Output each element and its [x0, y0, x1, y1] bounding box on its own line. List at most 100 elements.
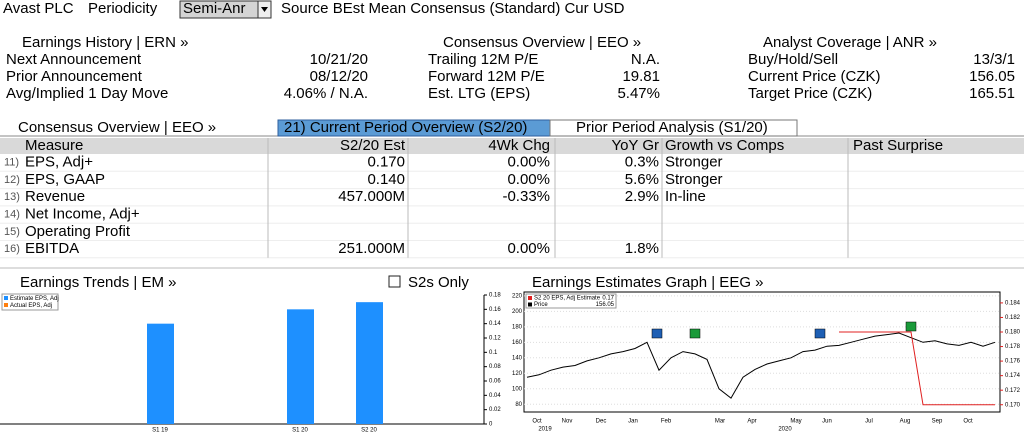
- cell: EBITDA: [25, 240, 79, 257]
- y2-tick-label: 0.180: [1005, 330, 1021, 336]
- cell: Revenue: [25, 188, 85, 205]
- event-icon[interactable]: [814, 328, 826, 339]
- label: Periodicity: [88, 0, 158, 17]
- cell: Net Income, Adj+: [25, 206, 140, 223]
- dropdown-value[interactable]: Semi-Anr: [183, 0, 246, 17]
- y2-tick-label: 0.172: [1005, 388, 1021, 394]
- field-label: Target Price (CZK): [748, 85, 872, 102]
- cell: Stronger: [665, 154, 723, 171]
- section-title[interactable]: Consensus Overview | EEO »: [443, 34, 641, 51]
- legend-box: [1, 293, 59, 311]
- event-icon[interactable]: [651, 328, 663, 339]
- y-tick-label: 0.06: [489, 379, 501, 385]
- cell: 457.000M: [338, 188, 405, 205]
- field-label: Avg/Implied 1 Day Move: [6, 85, 168, 102]
- y-tick-label: 0.12: [489, 336, 501, 342]
- checkbox[interactable]: [388, 275, 401, 288]
- cell: -0.33%: [502, 188, 550, 205]
- field-value: N.A.: [631, 51, 660, 68]
- field-label: Prior Announcement: [6, 68, 143, 85]
- cell: 1.8%: [625, 240, 659, 257]
- field-label: Forward 12M P/E: [428, 68, 545, 85]
- y-tick-label: 0.14: [489, 321, 501, 327]
- row-number: 14): [4, 208, 20, 220]
- field-value: 13/3/1: [973, 51, 1015, 68]
- field-label: Buy/Hold/Sell: [748, 51, 838, 68]
- cell: 0.00%: [507, 154, 550, 171]
- field-label: Trailing 12M P/E: [428, 51, 538, 68]
- legend-label: S2 20 EPS, Adj Estimate: [534, 296, 601, 302]
- cell: 0.170: [367, 154, 405, 171]
- tab-label[interactable]: Prior Period Analysis (S1/20): [576, 119, 768, 136]
- section-title[interactable]: Earnings Estimates Graph | EEG »: [532, 274, 764, 291]
- tab-label[interactable]: 21) Current Period Overview (S2/20): [284, 119, 527, 136]
- y-tick-label: 80: [515, 402, 522, 408]
- x-year-label: 2020: [778, 427, 792, 433]
- cell: 251.000M: [338, 240, 405, 257]
- field-value: 19.81: [622, 68, 660, 85]
- y2-tick-label: 0.170: [1005, 402, 1021, 408]
- x-tick-label: Oct: [963, 419, 973, 425]
- y-tick-label: 0.04: [489, 393, 501, 399]
- field-value: 10/21/20: [310, 51, 368, 68]
- y-tick-label: 180: [512, 324, 523, 330]
- y-tick-label: 160: [512, 340, 523, 346]
- cell: 2.9%: [625, 188, 659, 205]
- field-label: Next Announcement: [6, 51, 142, 68]
- section-title[interactable]: Analyst Coverage | ANR »: [763, 34, 937, 51]
- event-icon[interactable]: [905, 321, 917, 332]
- x-tick-label: S1 20: [292, 428, 308, 434]
- row-number: 16): [4, 243, 20, 255]
- bar: [287, 309, 314, 424]
- checkbox-label[interactable]: S2s Only: [408, 274, 469, 291]
- column-header: 4Wk Chg: [488, 137, 550, 154]
- x-year-label: 2019: [538, 427, 552, 433]
- x-tick-label: Mar: [715, 419, 725, 425]
- y2-tick-label: 0.176: [1005, 359, 1021, 365]
- y-tick-label: 0.02: [489, 407, 501, 413]
- cell: EPS, GAAP: [25, 171, 105, 188]
- legend-swatch: [4, 296, 8, 300]
- cell: In-line: [665, 188, 706, 205]
- x-tick-label: Nov: [562, 419, 573, 425]
- section-title[interactable]: Consensus Overview | EEO »: [18, 119, 216, 136]
- row-number: 15): [4, 226, 20, 238]
- x-tick-label: Oct: [532, 419, 542, 425]
- y-tick-label: 200: [512, 309, 523, 315]
- legend-swatch: [528, 302, 532, 307]
- column-header: Growth vs Comps: [665, 137, 784, 154]
- y-tick-label: 0.16: [489, 307, 501, 313]
- plot-area: [523, 291, 1001, 413]
- column-header: YoY Gr: [611, 137, 659, 154]
- security: Avast PLC: [3, 0, 74, 17]
- x-tick-label: Aug: [900, 419, 911, 425]
- row-number: 12): [4, 174, 20, 186]
- field-value: 08/12/20: [310, 68, 368, 85]
- section-title[interactable]: Earnings History | ERN »: [22, 34, 188, 51]
- x-tick-label: May: [790, 419, 801, 425]
- y-tick-label: 0: [489, 422, 493, 428]
- x-tick-label: S1 19: [152, 428, 168, 434]
- field-label: Current Price (CZK): [748, 68, 881, 85]
- y2-tick-label: 0.178: [1005, 344, 1021, 350]
- dropdown-arrow: [261, 7, 268, 12]
- x-tick-label: Feb: [661, 419, 672, 425]
- row-number: 11): [4, 157, 19, 169]
- tab[interactable]: [549, 119, 798, 137]
- y-tick-label: 140: [512, 355, 523, 361]
- x-tick-label: Sep: [932, 419, 943, 425]
- source: Source BEst Mean Consensus (Standard) Cu…: [281, 0, 625, 17]
- legend-label: Actual EPS, Adj: [10, 303, 52, 309]
- legend-value: 0.17: [602, 296, 614, 302]
- cell: EPS, Adj+: [25, 154, 93, 171]
- x-tick-label: Jan: [628, 419, 638, 425]
- section-title[interactable]: Earnings Trends | EM »: [20, 274, 176, 291]
- event-icon[interactable]: [689, 328, 701, 339]
- cell: Operating Profit: [25, 223, 131, 240]
- row-number: 13): [4, 191, 20, 203]
- y-tick-label: 220: [512, 293, 523, 299]
- bar: [356, 302, 383, 424]
- legend-swatch: [528, 296, 532, 300]
